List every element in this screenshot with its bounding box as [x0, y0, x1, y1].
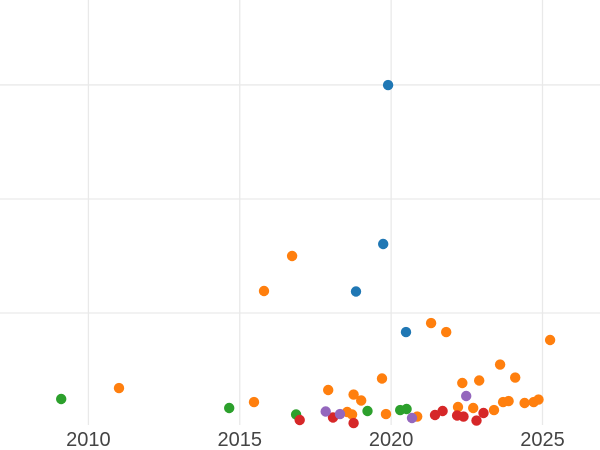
series-orange-point [533, 394, 544, 405]
series-orange-point [348, 389, 359, 400]
series-green-point [224, 402, 235, 414]
series-green-point [56, 393, 67, 405]
series-orange-point [286, 250, 298, 262]
series-orange-point [494, 359, 506, 370]
series-blue-point [378, 238, 389, 250]
series-purple-point [334, 408, 346, 420]
x-tick-label: 2010 [66, 429, 111, 450]
series-orange-point [258, 285, 270, 297]
series-blue-point [400, 326, 412, 338]
series-orange-point [113, 382, 125, 394]
series-orange-point [425, 317, 437, 329]
series-orange-point [468, 402, 479, 414]
series-green-point [401, 403, 412, 415]
series-orange-point [519, 397, 530, 409]
series-orange-point [488, 404, 500, 416]
series-orange-point [323, 384, 334, 396]
series-orange-point [441, 326, 452, 338]
series-orange-point [474, 375, 485, 386]
series-red-point [348, 417, 359, 429]
x-tick-label: 2020 [369, 429, 414, 450]
series-orange-point [376, 373, 388, 384]
series-red-point [437, 405, 448, 417]
series-purple-point [320, 406, 331, 417]
series-orange-point [346, 409, 358, 420]
series-red-point [458, 411, 469, 422]
series-orange-point [510, 372, 521, 383]
series-green-point [362, 405, 373, 417]
series-orange-point [544, 334, 556, 346]
series-orange-point [380, 408, 392, 420]
series-orange-point [503, 395, 514, 407]
x-tick-label: 2015 [218, 429, 263, 450]
series-red-point [471, 415, 482, 426]
series-blue-point [382, 79, 394, 91]
series-purple-point [461, 390, 472, 402]
series-orange-point [248, 396, 260, 408]
series-blue-point [350, 286, 362, 297]
series-orange-point [452, 401, 464, 413]
series-red-point [294, 414, 305, 426]
series-orange-point [356, 395, 367, 406]
series-red-point [478, 407, 489, 419]
series-purple-point [406, 412, 418, 424]
x-tick-label: 2025 [520, 429, 565, 450]
series-orange-point [457, 377, 468, 389]
